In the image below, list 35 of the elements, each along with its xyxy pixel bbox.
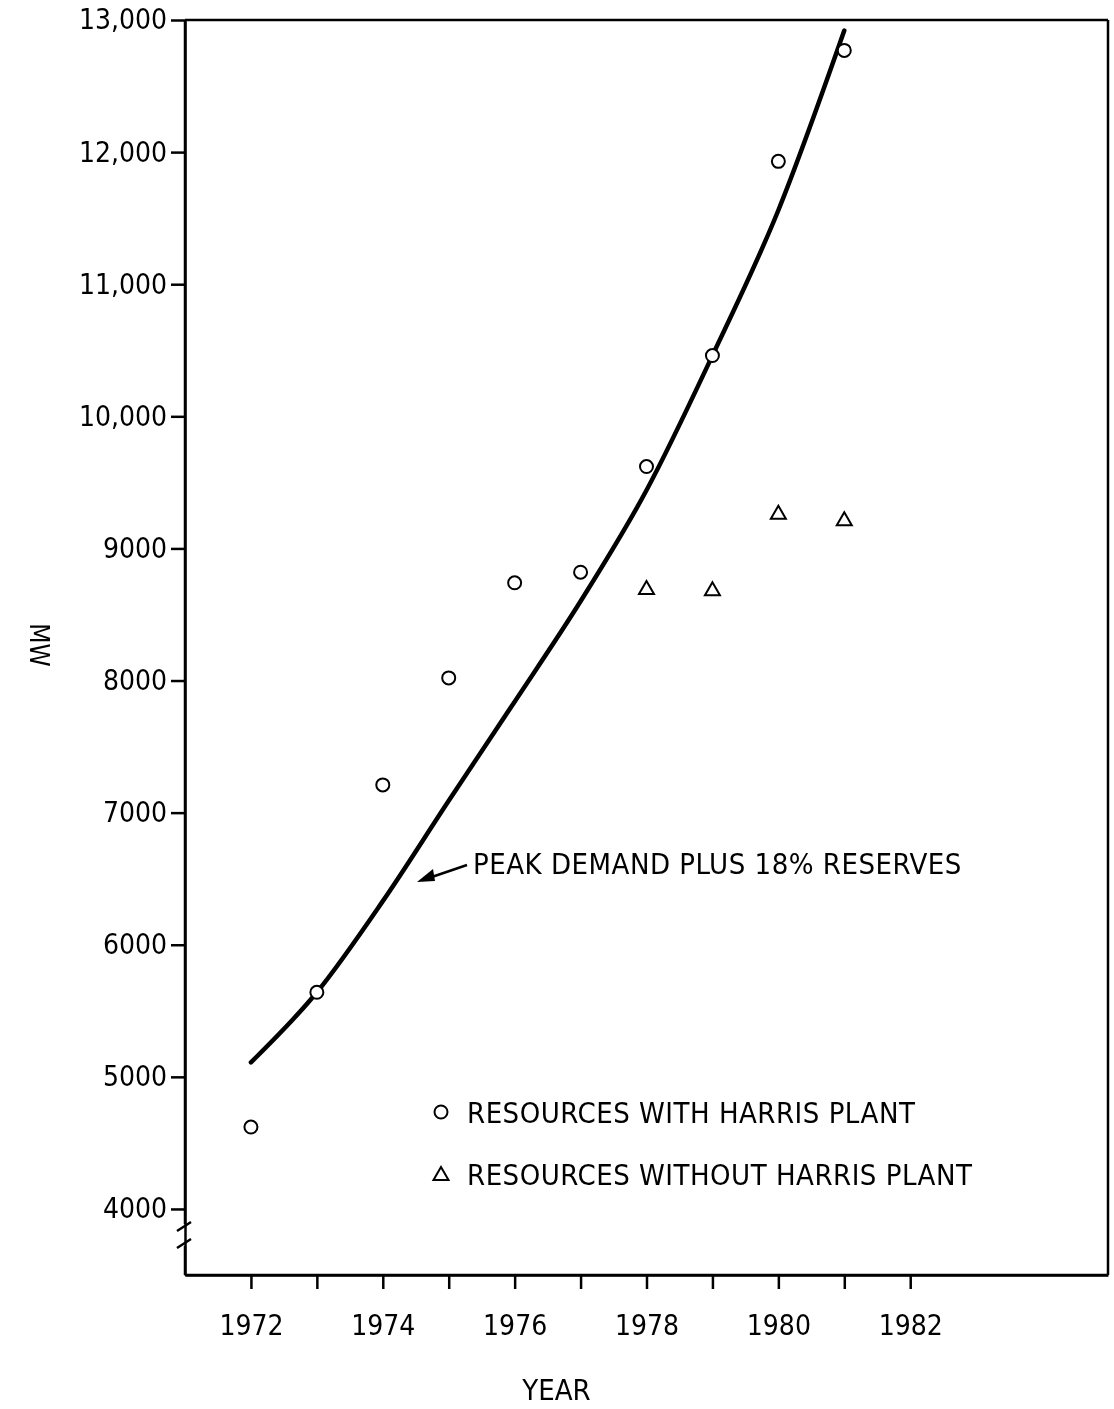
x-tick-label: 1980 [746,1308,811,1342]
y-tick-label: 10,000 [78,399,167,433]
legend-label: RESOURCES WITH HARRIS PLANT [467,1096,916,1130]
point [836,42,852,58]
y-tick-label: 8000 [102,663,167,697]
y-tick-label: 6000 [102,928,167,962]
point [704,348,720,364]
point [703,581,721,597]
point [441,670,457,686]
point [639,459,654,475]
point [309,984,325,1000]
y-tick-label: 7000 [102,796,167,830]
point [770,153,786,169]
point [375,777,391,793]
y-tick-label: 13,000 [78,3,167,37]
x-tick-label: 1976 [483,1308,548,1342]
x-tick-label: 1982 [878,1308,943,1342]
legend-label: RESOURCES WITHOUT HARRIS PLANT [467,1158,973,1192]
point [835,511,853,527]
annotation: PEAK DEMAND PLUS 18% RESERVES [473,847,962,881]
y-tick-label: 4000 [102,1192,167,1226]
x-tick-label: 1972 [219,1308,284,1342]
y-tick-label: 5000 [102,1060,167,1094]
point [638,580,655,596]
x-tick-label: 1978 [614,1308,680,1342]
y-tick-label: 12,000 [78,135,167,169]
point [769,504,787,520]
y-tick-label: 11,000 [78,267,167,301]
y-tick-label: 9000 [102,531,167,565]
point [573,564,589,580]
point [507,575,523,591]
x-axis-title: YEAR [521,1373,591,1407]
y-axis-title: MW [24,623,54,667]
x-tick-label: 1974 [351,1308,416,1342]
point [243,1119,259,1135]
